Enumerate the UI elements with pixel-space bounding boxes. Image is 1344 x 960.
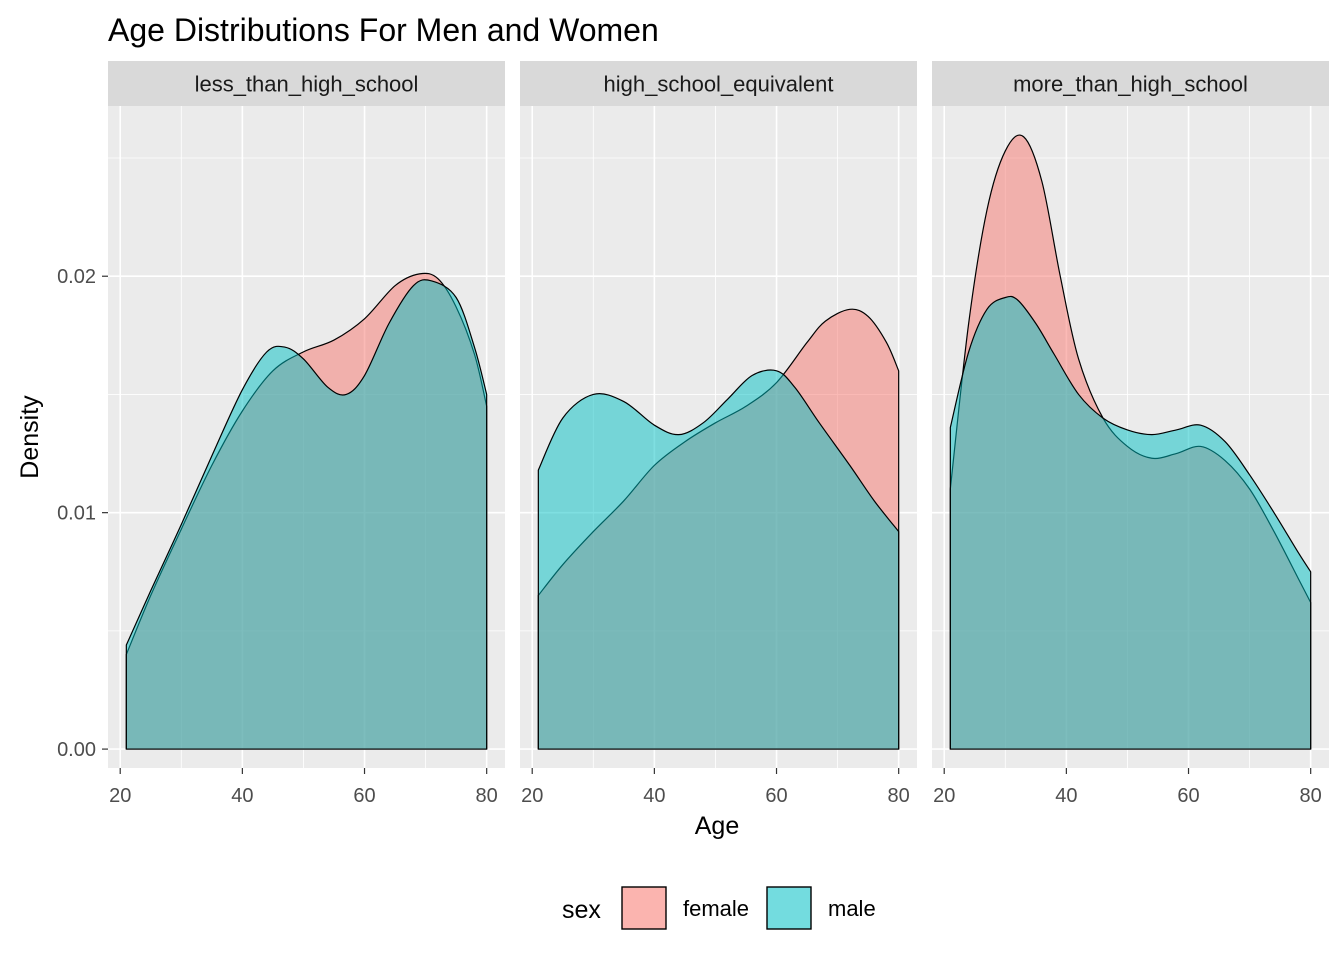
legend-title: sex: [562, 896, 601, 924]
x-tick-label: 80: [476, 785, 498, 807]
legend-key-male: [766, 886, 812, 930]
legend-label-male: male: [828, 896, 876, 921]
y-axis: 0.00 0.01 0.02: [57, 266, 108, 761]
y-tick-label: 0.00: [57, 739, 96, 761]
chart-title: Age Distributions For Men and Women: [108, 12, 659, 48]
legend-key-female: [621, 886, 667, 930]
x-tick-label: 80: [1300, 785, 1322, 807]
facet-strip: [108, 61, 505, 106]
x-tick-label: 60: [353, 785, 375, 807]
density-area-male: [949, 295, 1312, 750]
x-tick-label: 20: [109, 785, 131, 807]
x-tick-label: 60: [765, 785, 787, 807]
x-tick-label: 20: [933, 785, 955, 807]
x-tick-label: 80: [888, 785, 910, 807]
legend: sex female male: [562, 886, 876, 930]
facet-panel-high-school-equivalent: high_school_equivalent 20 40 60 80: [520, 61, 917, 807]
y-tick-label: 0.02: [57, 266, 96, 288]
facet-strip-label: more_than_high_school: [1013, 72, 1248, 97]
x-tick-label: 40: [231, 785, 253, 807]
facet-panel-less-than-high-school: less_than_high_school 20 40 60 80: [108, 61, 505, 807]
facet-strip-label: less_than_high_school: [195, 72, 419, 97]
y-tick-label: 0.01: [57, 503, 96, 525]
y-axis-title: Density: [16, 395, 44, 479]
facet-strip: [932, 61, 1329, 106]
density-area-male: [537, 369, 900, 750]
x-tick-label: 40: [1055, 785, 1077, 807]
x-axis-title: Age: [695, 812, 739, 840]
facet-strip: [520, 61, 917, 106]
x-tick-label: 40: [643, 785, 665, 807]
x-tick-label: 20: [521, 785, 543, 807]
legend-label-female: female: [683, 896, 749, 921]
x-tick-label: 60: [1177, 785, 1199, 807]
density-area-male: [125, 279, 488, 750]
facet-panel-more-than-high-school: more_than_high_school 20 40 60 80: [932, 61, 1329, 807]
facet-strip-label: high_school_equivalent: [604, 72, 834, 97]
